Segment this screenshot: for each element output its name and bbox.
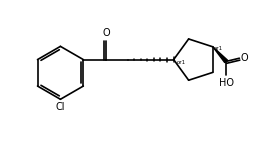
Polygon shape: [213, 47, 228, 63]
Text: or1: or1: [177, 60, 186, 65]
Text: or1: or1: [214, 46, 223, 51]
Text: O: O: [102, 28, 110, 38]
Text: Cl: Cl: [56, 102, 65, 112]
Text: HO: HO: [219, 78, 234, 88]
Text: O: O: [241, 53, 248, 63]
